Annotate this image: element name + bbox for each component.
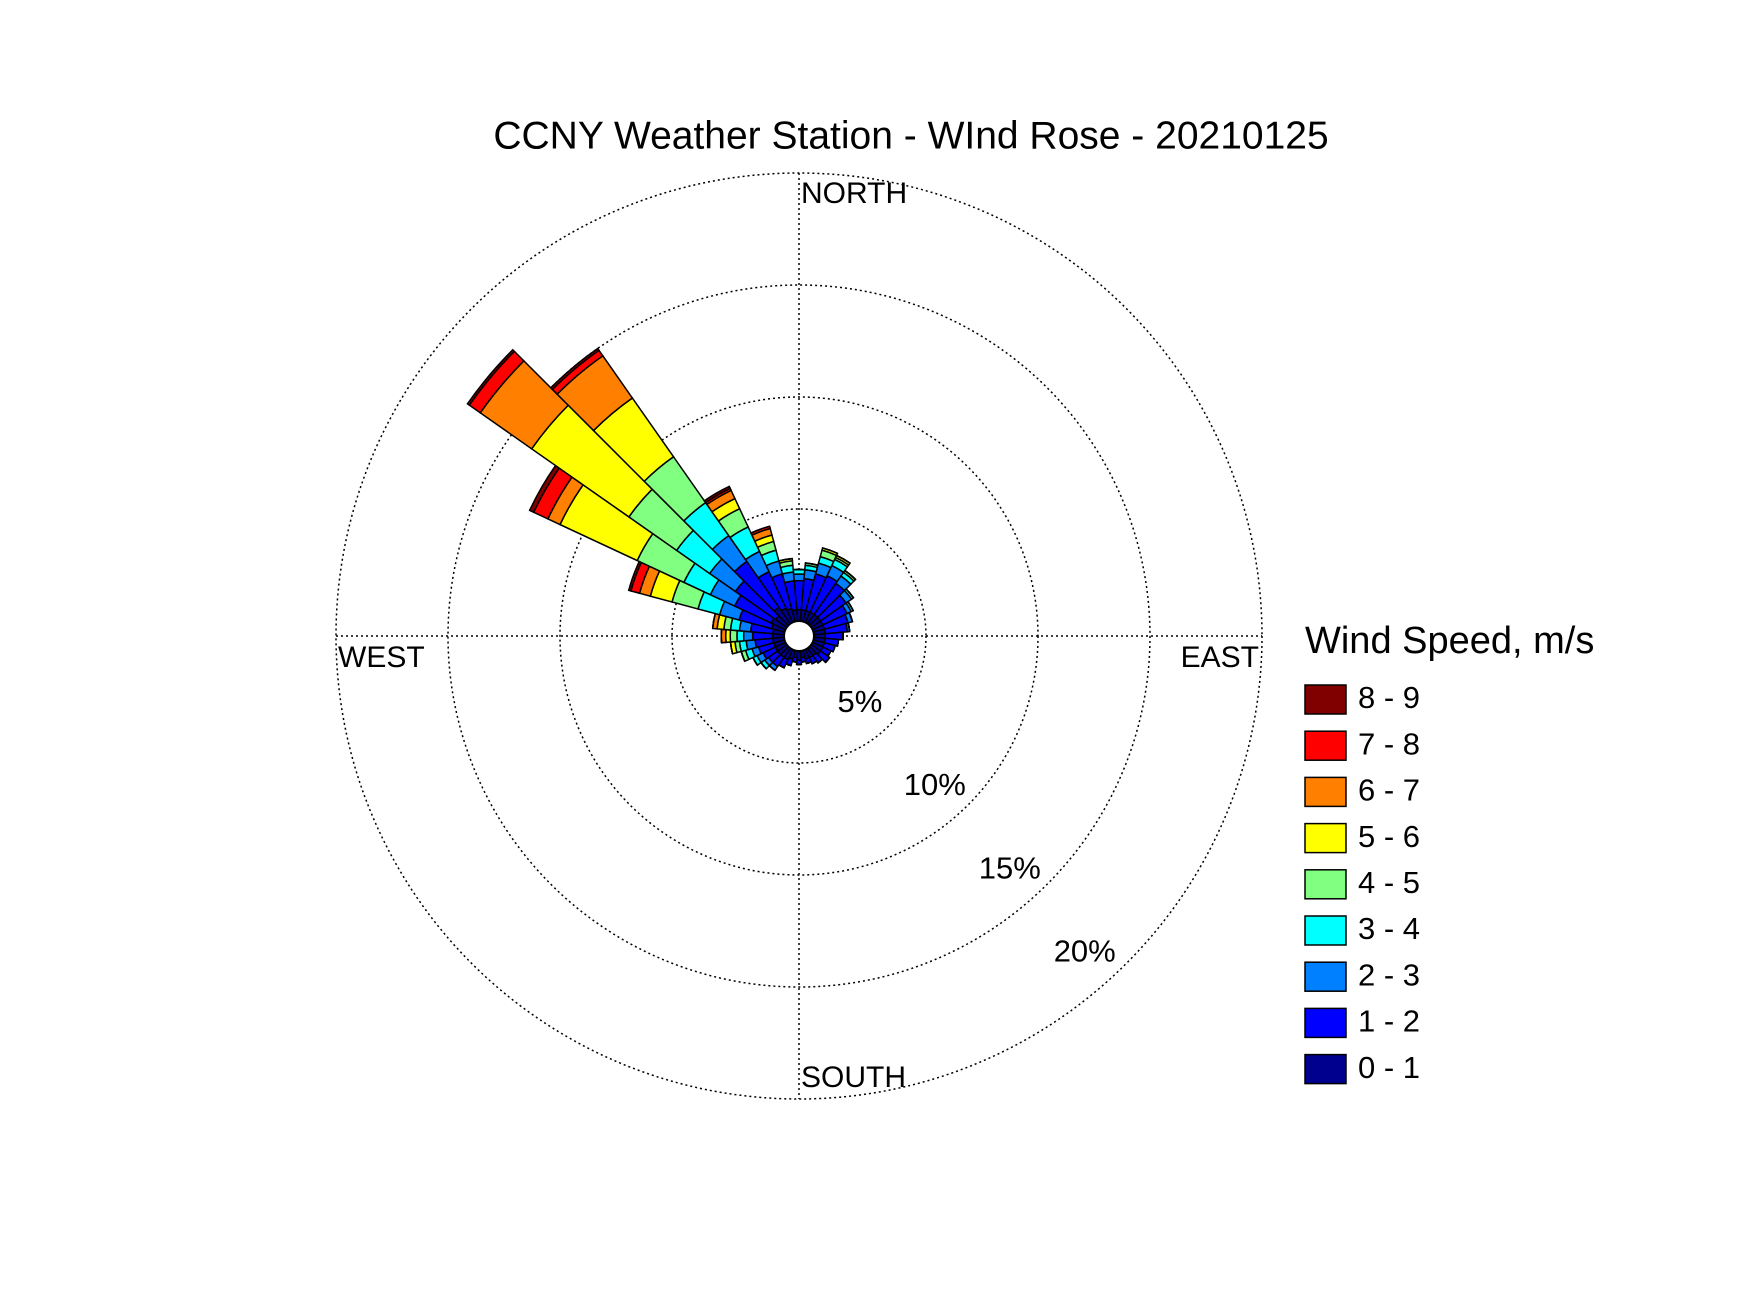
- legend-swatch: [1304, 1007, 1347, 1039]
- wind-sector: [817, 658, 823, 664]
- legend-swatch: [1304, 776, 1347, 808]
- legend-label: 6 - 7: [1358, 773, 1420, 808]
- wind-sector: [806, 661, 812, 665]
- r-tick-label: 15%: [979, 850, 1041, 885]
- wind-sector: [836, 554, 851, 564]
- wind-sector: [742, 630, 754, 642]
- wind-sector: [824, 657, 831, 663]
- legend-title: Wind Speed, m/s: [1305, 620, 1594, 662]
- grid-ring: [447, 284, 1151, 988]
- legend-label: 7 - 8: [1358, 726, 1420, 761]
- legend-label: 5 - 6: [1358, 819, 1420, 854]
- wind-sector: [848, 612, 854, 622]
- r-tick-label: 5%: [837, 684, 882, 719]
- wind-sector: [792, 573, 806, 582]
- wind-sector: [549, 347, 601, 391]
- wind-sector: [736, 629, 745, 643]
- wind-sector: [466, 348, 516, 407]
- legend-label: 4 - 5: [1358, 865, 1420, 900]
- direction-label: NORTH: [801, 177, 907, 210]
- legend-swatch: [1304, 684, 1347, 715]
- legend-swatch: [1304, 822, 1347, 854]
- wind-sector: [778, 557, 793, 562]
- center-hole: [783, 620, 815, 652]
- wind-sector: [844, 569, 857, 580]
- r-tick-label: 10%: [904, 767, 966, 802]
- legend-swatch: [1304, 1053, 1347, 1085]
- legend-swatch: [1304, 730, 1347, 761]
- r-tick-label: 20%: [1054, 934, 1116, 969]
- legend-label: 0 - 1: [1358, 1050, 1420, 1085]
- direction-label: WEST: [338, 641, 425, 674]
- legend-swatch: [1304, 961, 1347, 992]
- legend-label: 2 - 3: [1358, 957, 1420, 992]
- legend-swatch: [1304, 915, 1347, 946]
- wind-sector: [847, 601, 854, 612]
- legend-label: 3 - 4: [1358, 911, 1420, 946]
- direction-label: SOUTH: [801, 1061, 906, 1094]
- legend-label: 8 - 9: [1358, 680, 1420, 715]
- wind-sector: [703, 485, 732, 504]
- wind-sector: [729, 629, 739, 643]
- legend-label: 1 - 2: [1358, 1004, 1420, 1039]
- legend-swatch: [1304, 869, 1347, 900]
- direction-label: EAST: [1181, 641, 1259, 674]
- chart-title: CCNY Weather Station - WInd Rose - 20210…: [493, 114, 1328, 157]
- wind-sector: [847, 622, 851, 632]
